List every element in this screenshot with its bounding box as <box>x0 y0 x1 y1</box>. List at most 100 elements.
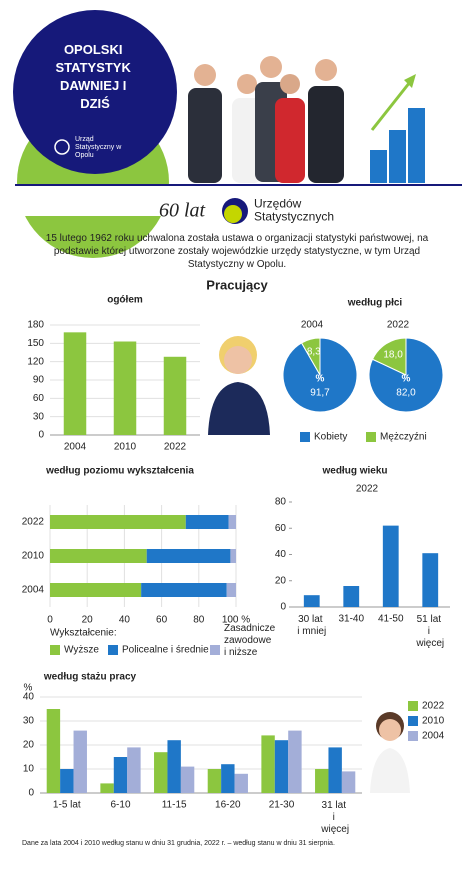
x-tick-label: 20 <box>82 615 94 626</box>
bar <box>100 783 114 793</box>
footnote: Dane za lata 2004 i 2010 według stanu w … <box>22 840 335 847</box>
x-tick-label: 2004 <box>64 442 87 453</box>
photo <box>208 336 410 793</box>
x-tick-label: 2022 <box>164 442 187 453</box>
x-tick-label: 30 lat i mniej <box>297 614 326 637</box>
bar <box>234 773 248 793</box>
y-tick-label: 2004 <box>22 585 45 596</box>
legend-label: Mężczyźni <box>380 432 427 443</box>
bar <box>154 752 168 793</box>
value-label: 8,3 <box>307 346 321 357</box>
x-tick-label: 100 % <box>222 615 250 626</box>
people <box>188 56 344 183</box>
x-tick-label: 2010 <box>114 442 137 453</box>
x-tick-label: 40 <box>119 615 131 626</box>
x-tick-label: 11-15 <box>162 800 187 811</box>
chart-title: według poziomu wykształcenia <box>45 466 194 477</box>
x-tick-label: 1-5 lat <box>53 800 81 811</box>
x-tick-label: 51 lat i więcej <box>415 614 444 649</box>
bar-segment <box>50 583 142 597</box>
x-tick-label: 80 <box>193 615 205 626</box>
x-tick-label: 60 <box>156 615 168 626</box>
y-tick-label: 0 <box>28 788 34 799</box>
legend-label: 2004 <box>422 731 445 742</box>
legend-label: Wyższe <box>64 645 99 656</box>
y-tick-label: 0 <box>38 430 44 441</box>
x-tick-label: 31-40 <box>338 614 364 625</box>
bar-segment <box>141 583 227 597</box>
y-tick-label: 40 <box>275 549 287 560</box>
bar <box>328 747 342 793</box>
bar <box>73 730 87 793</box>
legend-swatch <box>50 645 60 655</box>
bar <box>113 341 137 435</box>
legend-swatch <box>366 432 376 442</box>
chart-title: według wieku <box>321 466 387 477</box>
bar <box>261 735 275 793</box>
chart-title: ogółem <box>107 295 143 306</box>
bar <box>167 740 181 793</box>
y-axis-label: % <box>24 683 33 694</box>
legend-swatch <box>210 645 220 655</box>
bar-segment <box>228 515 236 529</box>
bar <box>60 769 74 793</box>
bar-segment <box>50 549 147 563</box>
bar <box>382 525 399 607</box>
bar <box>127 747 141 793</box>
pie-slice <box>282 337 358 413</box>
legend-label: 2010 <box>422 716 445 727</box>
legend-swatch <box>300 432 310 442</box>
y-tick-label: 30 <box>33 411 45 422</box>
bar-segment <box>146 549 231 563</box>
x-tick-label: 0 <box>47 615 53 626</box>
bar-segment <box>185 515 229 529</box>
pie-slice <box>371 337 407 376</box>
pie-slice <box>300 337 321 377</box>
anniversary-logo <box>224 205 242 223</box>
y-tick-label: 0 <box>280 602 286 613</box>
bar <box>46 709 61 793</box>
y-tick-label: 60 <box>33 393 45 404</box>
bar <box>180 766 195 793</box>
bar <box>207 769 222 793</box>
bar <box>274 740 289 793</box>
y-tick-label: 2022 <box>22 517 45 528</box>
pie-label: 2004 <box>301 320 324 331</box>
bar <box>341 771 356 793</box>
bar <box>343 586 360 607</box>
bar-segment <box>226 583 236 597</box>
legend-swatch <box>408 716 418 726</box>
y-tick-label: 40 <box>23 692 35 703</box>
y-tick-label: 120 <box>27 356 44 367</box>
y-tick-label: 2010 <box>22 551 45 562</box>
legend-label: Policealne i średnie <box>122 645 209 656</box>
legend-swatch <box>108 645 118 655</box>
bar <box>163 356 187 435</box>
section-title: Pracujący <box>206 277 268 292</box>
bar <box>288 730 302 793</box>
y-tick-label: 180 <box>27 320 44 331</box>
y-tick-label: 150 <box>27 338 44 349</box>
legend-title: Wykształcenie: <box>50 628 117 639</box>
bar <box>315 769 329 793</box>
y-tick-label: 80 <box>275 497 287 508</box>
unit-label: % <box>402 374 411 385</box>
chart-title: według stażu pracy <box>43 672 137 683</box>
legend-swatch <box>408 701 418 711</box>
value-label: 91,7 <box>310 388 330 399</box>
y-tick-label: 20 <box>275 575 287 586</box>
value-label: 18,0 <box>383 349 403 360</box>
y-tick-label: 90 <box>33 375 45 386</box>
logo-text: Urząd Statystyczny w Opolu <box>75 136 123 159</box>
bar-segment <box>230 549 236 563</box>
x-tick-label: 16-20 <box>215 800 241 811</box>
value-label: 82,0 <box>396 388 416 399</box>
bar <box>422 553 439 607</box>
logo-icon <box>54 139 70 155</box>
x-tick-label: 21-30 <box>269 800 295 811</box>
bar <box>113 757 128 793</box>
growth-icon <box>370 74 425 183</box>
legend-label: Zasadnicze zawodowe i niższe <box>224 623 278 658</box>
